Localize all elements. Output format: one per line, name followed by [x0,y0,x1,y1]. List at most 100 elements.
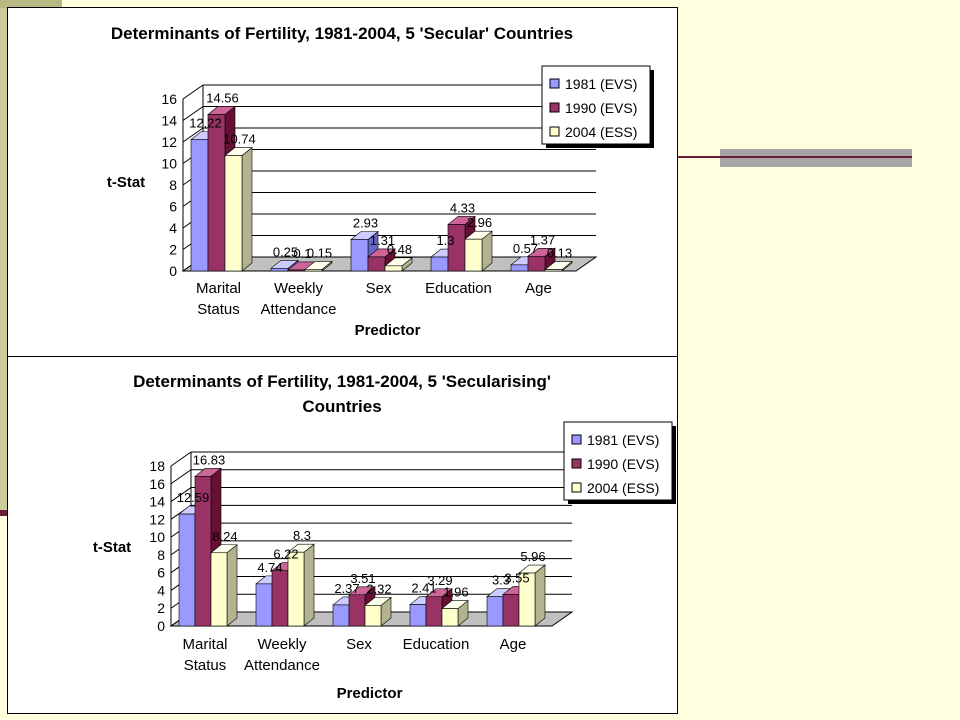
bar-1981-evs- [255,583,273,627]
data-label: 3.3 [492,573,510,588]
legend-entry: 2004 (ESS) [565,124,637,140]
y-tick-label: 0 [157,618,165,634]
x-category-label: Sex [366,280,392,297]
y-tick-label: 10 [149,529,165,545]
bar-2004-ess- [441,608,459,627]
data-label: 1.96 [443,585,468,600]
bar-1981-evs- [178,513,196,627]
data-label: 12.22 [189,116,222,131]
gridline-side [182,127,204,143]
x-category-label: Weekly [258,636,307,653]
chart-secularising-countries: Determinants of Fertility, 1981-2004, 5 … [7,356,678,714]
x-axis-label: Predictor [337,685,403,702]
y-axis-label: t-Stat [107,174,145,191]
bar-side-2004-ess- [226,544,238,627]
chart-title: Determinants of Fertility, 1981-2004, 5 … [133,372,551,391]
bar-1981-evs- [332,604,350,627]
data-label: 14.56 [206,90,239,105]
data-label: 3.55 [504,570,529,585]
slide-decoration-line [676,156,912,158]
x-category-label: Education [403,636,470,653]
x-category-label: Age [500,636,527,653]
bar-1990-evs- [527,255,546,272]
bar-side-2004-ess- [241,146,253,272]
data-label: 1.3 [436,233,454,248]
x-category-label: Status [197,301,240,318]
x-category-label: Age [525,280,552,297]
bar-1981-evs- [486,596,504,627]
bar-1981-evs- [510,264,529,272]
data-label: 0.48 [387,242,412,257]
data-label: 3.29 [427,573,452,588]
x-category-label: Sex [346,636,372,653]
x-category-label: Attendance [244,657,320,674]
chart-secular-countries: Determinants of Fertility, 1981-2004, 5 … [7,7,678,357]
data-label: 0.15 [307,245,332,260]
y-tick-label: 6 [157,565,165,581]
bar-2004-ess- [384,265,403,272]
bar-side-2004-ess- [534,564,546,627]
bar-2004-ess- [364,605,382,627]
data-label: 2.41 [411,581,436,596]
x-category-label: Status [184,657,227,674]
bar-2004-ess- [210,552,228,627]
y-tick-label: 16 [161,91,177,107]
data-label: 0.57 [513,241,538,256]
y-tick-label: 2 [157,600,165,616]
legend-entry: 2004 (ESS) [587,480,659,496]
legend-entry: 1981 (EVS) [565,76,637,92]
y-tick-label: 4 [157,582,165,598]
data-label: 4.33 [450,200,475,215]
bar-1990-evs- [287,269,306,272]
bar-1981-evs- [350,239,369,272]
legend-swatch [549,102,560,113]
x-axis-label: Predictor [355,322,421,339]
bar-2004-ess- [464,238,483,272]
bar-1990-evs- [194,476,212,627]
y-tick-label: 4 [169,220,177,236]
bar-1990-evs- [425,596,443,627]
legend-entry: 1981 (EVS) [587,432,659,448]
slide-decoration-bar [720,149,912,167]
data-label: 8.24 [212,529,237,544]
gridline-side [170,487,192,502]
data-label: 1.31 [370,233,395,248]
data-label: 3.51 [350,571,375,586]
y-tick-label: 16 [149,476,165,492]
y-tick-label: 8 [157,547,165,563]
data-label: 16.83 [193,452,226,467]
bar-1981-evs- [190,139,209,272]
chart-svg-secular: Determinants of Fertility, 1981-2004, 5 … [107,24,654,339]
x-category-label: Education [425,280,492,297]
data-label: 6.22 [273,547,298,562]
data-label: 12.59 [177,490,210,505]
bar-1981-evs- [430,256,449,272]
x-category-label: Marital [182,636,227,653]
legend-box [541,65,651,145]
data-label: 10.74 [223,132,256,147]
x-category-label: Marital [196,280,241,297]
gridline-side [170,451,192,467]
y-tick-label: 14 [149,494,165,510]
legend-swatch [571,458,582,469]
slide-decoration-strip-top [0,0,62,8]
legend-swatch [571,482,582,493]
gridline-side [182,106,204,121]
bar-1990-evs- [348,594,366,627]
data-label: 0.25 [273,244,298,259]
y-tick-label: 8 [169,177,177,193]
data-label: 4.74 [257,560,282,575]
y-tick-label: 12 [161,134,177,150]
bar-2004-ess- [544,269,563,272]
bar-side-2004-ess- [303,543,315,627]
y-tick-label: 14 [161,113,177,129]
data-label: 2.37 [334,581,359,596]
slide-bullet-mark [0,510,8,516]
chart-title: Determinants of Fertility, 1981-2004, 5 … [111,24,573,43]
legend-entry: 1990 (EVS) [565,100,637,116]
data-label: 2.32 [366,581,391,596]
bar-1990-evs- [271,570,289,627]
legend-swatch [549,126,560,137]
legend-swatch [549,78,560,89]
data-label: 2.96 [467,215,492,230]
